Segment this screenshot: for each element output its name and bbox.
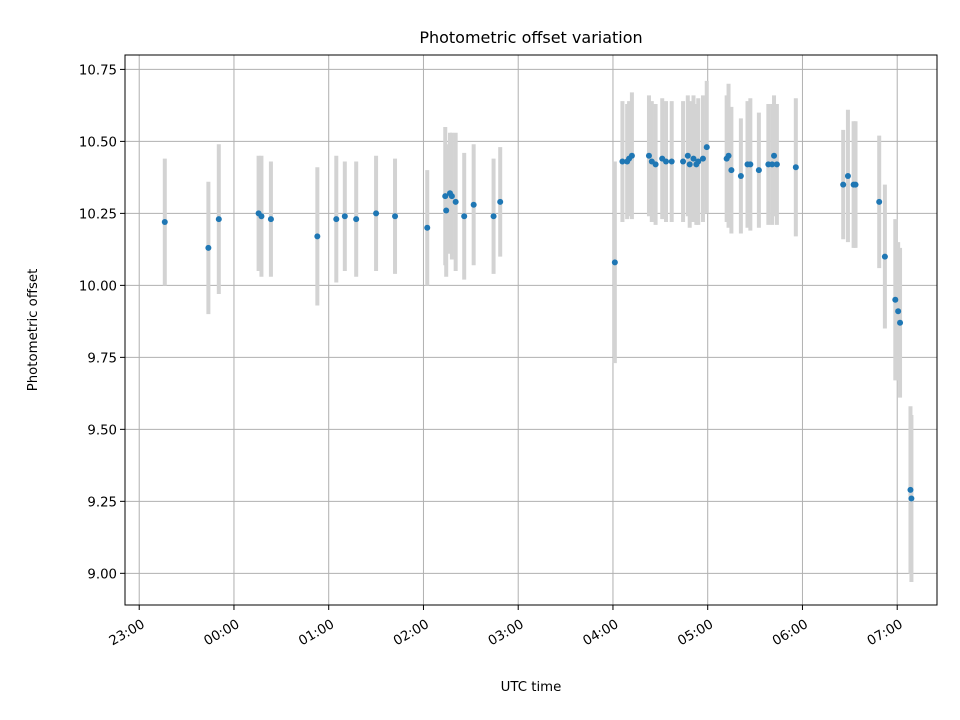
data-point — [755, 167, 762, 174]
data-point — [442, 193, 449, 200]
data-point — [448, 193, 455, 200]
y-tick-label: 10.50 — [79, 135, 117, 150]
data-point — [392, 213, 399, 220]
data-point — [645, 152, 652, 159]
data-point — [619, 158, 626, 165]
data-point — [737, 172, 744, 179]
data-point — [470, 201, 477, 208]
point-layer — [161, 144, 915, 502]
x-axis-title: UTC time — [501, 680, 562, 695]
data-point — [684, 152, 691, 159]
data-point — [267, 216, 274, 223]
data-point — [452, 198, 459, 205]
data-point — [840, 181, 847, 188]
y-tick-label: 10.25 — [79, 207, 117, 222]
data-point — [341, 213, 348, 220]
data-point — [680, 158, 687, 165]
data-point — [876, 198, 883, 205]
data-point — [892, 296, 899, 303]
data-point — [611, 259, 618, 266]
data-point — [663, 158, 670, 165]
data-point — [852, 181, 859, 188]
data-point — [773, 161, 780, 168]
data-point — [353, 216, 360, 223]
y-tick-label: 10.75 — [79, 63, 117, 78]
data-point — [215, 216, 222, 223]
chart-title: Photometric offset variation — [419, 28, 642, 47]
data-point — [699, 155, 706, 162]
data-point — [690, 155, 697, 162]
data-point — [205, 244, 212, 251]
data-point — [424, 224, 431, 231]
data-point — [703, 144, 710, 151]
data-point — [747, 161, 754, 168]
data-point — [668, 158, 675, 165]
y-tick-label: 9.75 — [87, 351, 117, 366]
data-point — [686, 161, 693, 168]
data-point — [728, 167, 735, 174]
data-point — [907, 486, 914, 493]
data-point — [373, 210, 380, 217]
data-point — [333, 216, 340, 223]
plot-frame — [124, 54, 938, 606]
data-point — [443, 207, 450, 214]
y-tick-label: 10.00 — [79, 279, 117, 294]
y-axis-title: Photometric offset — [26, 269, 41, 392]
data-point — [497, 198, 504, 205]
data-point — [314, 233, 321, 240]
data-point — [881, 253, 888, 260]
data-point — [461, 213, 468, 220]
y-tick-label: 9.00 — [87, 567, 117, 582]
data-point — [725, 152, 732, 159]
y-tick-label: 9.25 — [87, 495, 117, 510]
data-point — [908, 495, 915, 502]
data-point — [490, 213, 497, 220]
data-point — [844, 172, 851, 179]
data-point — [771, 152, 778, 159]
data-point — [628, 152, 635, 159]
data-point — [161, 219, 168, 226]
data-point — [695, 158, 702, 165]
data-point — [792, 164, 799, 171]
data-point — [258, 213, 265, 220]
data-point — [769, 161, 776, 168]
data-point — [652, 161, 659, 168]
y-tick-label: 9.50 — [87, 423, 117, 438]
data-point — [897, 319, 904, 326]
data-point — [895, 308, 902, 315]
